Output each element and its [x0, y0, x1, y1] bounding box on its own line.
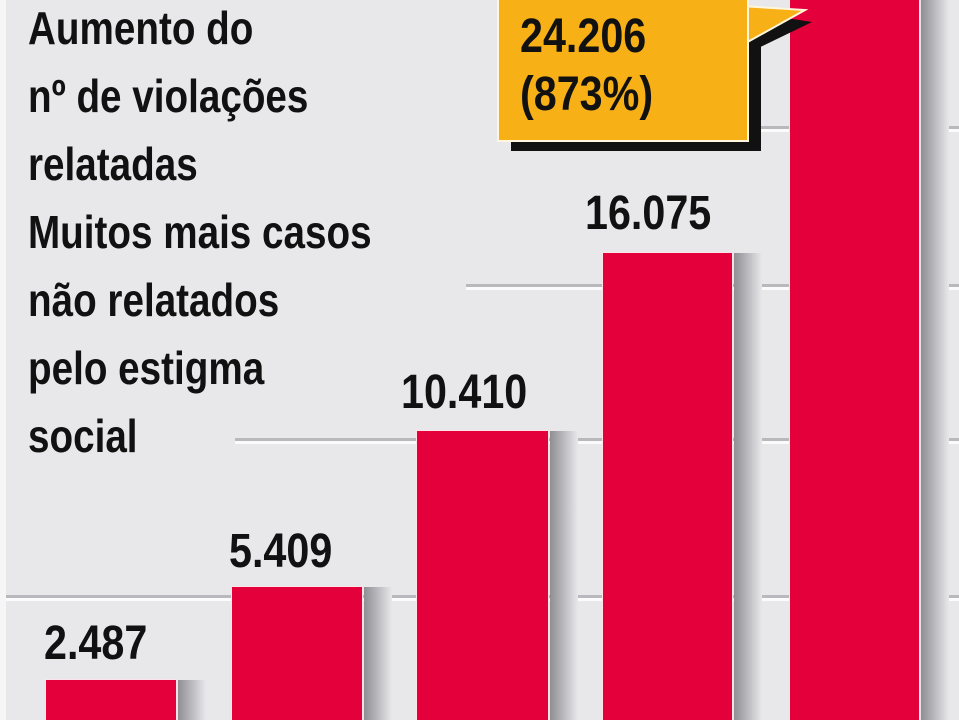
chart-title: Aumento do nº de violações relatadas Mui… — [28, 0, 372, 470]
title-line: Aumento do — [28, 2, 254, 54]
title-line: relatadas — [28, 138, 198, 190]
callout-box — [497, 0, 749, 142]
bar-shadow — [921, 0, 949, 720]
gridline — [6, 595, 790, 601]
bar-shadow — [734, 253, 762, 720]
gridline — [746, 126, 790, 132]
bar-4-value: 16.075 — [585, 187, 712, 240]
bar-3-value: 10.410 — [401, 366, 528, 419]
bar-3 — [417, 431, 548, 720]
bar-5 — [790, 0, 919, 720]
subtitle-line: não relatados — [28, 274, 280, 326]
bar-1-value: 2.487 — [44, 617, 148, 670]
title-line: nº de violações — [28, 70, 309, 122]
bar-4 — [603, 253, 732, 720]
bar-shadow — [364, 587, 392, 720]
bar-2-value: 5.409 — [229, 525, 333, 578]
bar-shadow — [178, 680, 206, 720]
bar-shadow — [550, 431, 578, 720]
subtitle-line: Muitos mais casos — [28, 206, 372, 258]
callout-percent: (873%) — [520, 68, 654, 121]
bar-2 — [232, 587, 362, 720]
callout-pointer-icon — [738, 4, 812, 52]
subtitle-line: pelo estigma — [28, 342, 265, 394]
subtitle-line: social — [28, 410, 138, 462]
callout-text: 24.206 (873%) — [520, 8, 653, 124]
callout-value: 24.206 — [520, 10, 647, 63]
bar-1 — [46, 680, 176, 720]
left-edge — [0, 0, 6, 720]
